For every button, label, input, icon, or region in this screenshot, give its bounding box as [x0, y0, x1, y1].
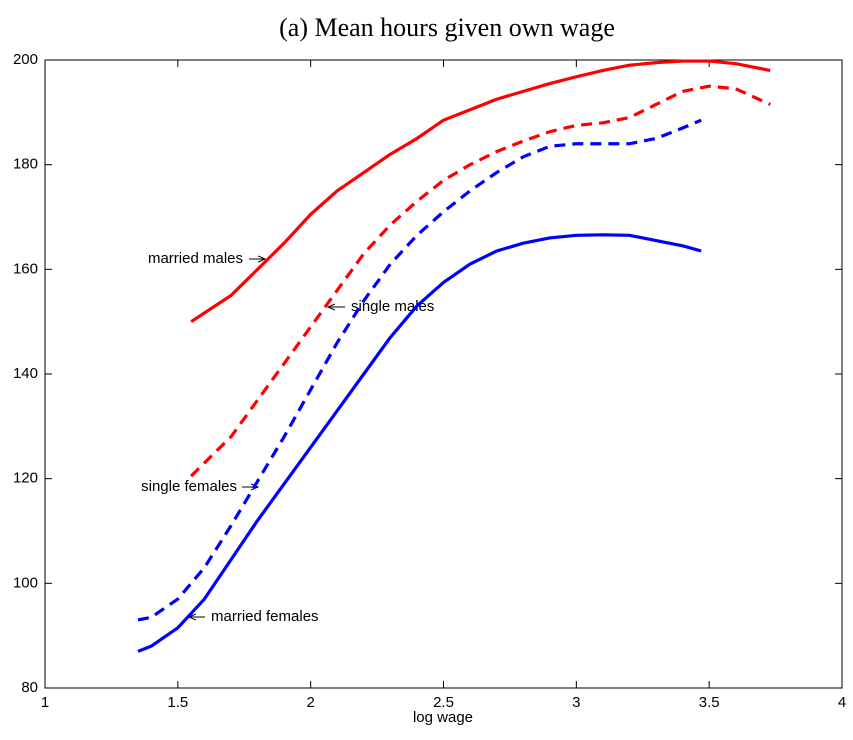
y-tick-label: 80: [21, 679, 38, 696]
x-tick-label: 2: [306, 694, 314, 711]
chart-title: (a) Mean hours given own wage: [279, 13, 615, 42]
x-tick-label: 3: [572, 694, 580, 711]
x-axis-label: log wage: [413, 709, 473, 726]
annotation: married females: [211, 608, 319, 625]
x-tick-label: 4: [838, 694, 846, 711]
annotation: married males: [148, 250, 243, 267]
y-tick-label: 200: [13, 51, 38, 68]
series-line: [137, 118, 702, 622]
series-line: [137, 233, 702, 653]
series-line: [190, 59, 771, 324]
x-tick-label: 3.5: [699, 694, 720, 711]
y-tick-label: 100: [13, 574, 38, 591]
series-line: [189, 84, 771, 478]
x-tick-label: 1: [41, 694, 49, 711]
x-tick-label: 2.5: [433, 694, 454, 711]
y-tick-label: 120: [13, 470, 38, 487]
y-tick-label: 180: [13, 156, 38, 173]
x-tick-label: 1.5: [167, 694, 188, 711]
y-tick-label: 160: [13, 260, 38, 277]
annotation: single females: [141, 478, 237, 495]
annotations: married males single males single female…: [141, 250, 434, 625]
y-tick-label: 140: [13, 365, 38, 382]
plot-frame: [44, 59, 843, 689]
